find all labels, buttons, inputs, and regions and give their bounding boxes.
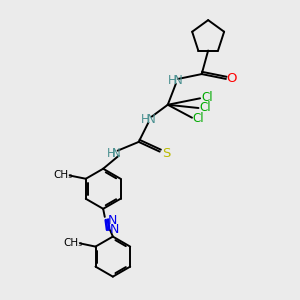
Text: N: N	[112, 147, 121, 160]
Text: H: H	[140, 113, 149, 126]
Text: Cl: Cl	[201, 91, 213, 103]
Text: N: N	[147, 113, 155, 126]
Text: N: N	[174, 74, 183, 87]
Text: H: H	[106, 147, 115, 160]
Text: N: N	[108, 214, 118, 226]
Text: N: N	[110, 223, 119, 236]
Text: CH₃: CH₃	[63, 238, 82, 248]
Text: O: O	[226, 72, 237, 85]
Text: Cl: Cl	[200, 101, 212, 114]
Text: CH₃: CH₃	[53, 170, 72, 180]
Text: H: H	[168, 74, 177, 87]
Text: S: S	[163, 147, 171, 160]
Text: Cl: Cl	[192, 112, 204, 125]
